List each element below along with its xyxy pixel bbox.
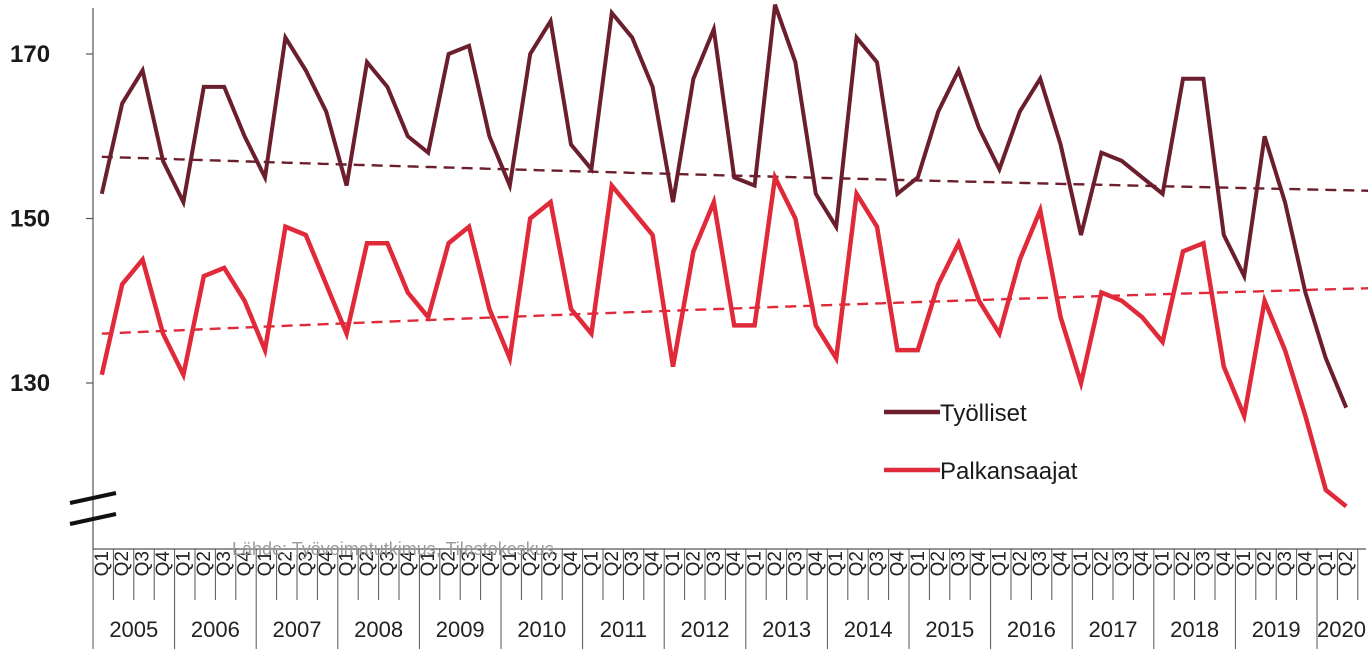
x-tick-label: Q3 <box>1112 551 1133 576</box>
trend-line <box>101 286 1368 335</box>
x-tick-label: Q2 <box>1255 551 1276 576</box>
x-tick-label: Q2 <box>357 551 378 576</box>
x-tick-label: Q1 <box>1071 551 1092 576</box>
x-tick-label: Q2 <box>847 551 868 576</box>
x-tick-label: Q1 <box>1153 551 1174 576</box>
year-label: 2009 <box>436 617 485 642</box>
year-label: 2017 <box>1089 617 1138 642</box>
x-tick-label: Q4 <box>479 551 500 577</box>
x-tick-label: Q4 <box>1295 551 1316 577</box>
x-tick-label: Q3 <box>949 551 970 576</box>
legend-label: Palkansaajat <box>940 458 1078 485</box>
series-lines <box>99 4 1349 509</box>
year-label: 2015 <box>925 617 974 642</box>
x-tick-label: Q3 <box>867 551 888 576</box>
y-tick-label: 130 <box>10 370 50 397</box>
x-tick-label: Q4 <box>316 551 337 577</box>
year-label: 2010 <box>517 617 566 642</box>
x-tick-label: Q3 <box>704 551 725 576</box>
y-tick-label: 150 <box>10 206 50 233</box>
year-label: 2007 <box>273 617 322 642</box>
x-tick-label: Q4 <box>806 551 827 577</box>
x-tick-label: Q3 <box>1030 551 1051 576</box>
year-label: 2016 <box>1007 617 1056 642</box>
x-tick-label: Q2 <box>765 551 786 576</box>
y-tick-label: 170 <box>10 41 50 68</box>
x-tick-label: Q2 <box>1173 551 1194 576</box>
x-tick-label: Q1 <box>826 551 847 576</box>
x-tick-label: Q3 <box>296 551 317 576</box>
x-tick-label: Q2 <box>439 551 460 576</box>
year-label: 2014 <box>844 617 893 642</box>
axis-break-marker <box>69 491 117 526</box>
year-label: 2020 <box>1317 617 1366 642</box>
year-label: 2018 <box>1170 617 1219 642</box>
x-tick-label: Q2 <box>1010 551 1031 576</box>
source-note: Lähde: Työvoimatutkimus, Tilastokeskus. <box>232 539 559 559</box>
x-tick-label: Q4 <box>1132 551 1153 577</box>
x-tick-label: Q3 <box>214 551 235 576</box>
legend-label: Työlliset <box>940 400 1027 427</box>
x-tick-label: Q3 <box>1275 551 1296 576</box>
x-tick-label: Q4 <box>887 551 908 577</box>
x-tick-label: Q3 <box>459 551 480 576</box>
x-tick-label: Q1 <box>745 551 766 576</box>
x-tick-label: Q1 <box>173 551 194 576</box>
x-tick-label: Q1 <box>581 551 602 576</box>
x-tick-label: Q4 <box>1214 551 1235 577</box>
year-label: 2019 <box>1252 617 1301 642</box>
x-tick-label: Q2 <box>275 551 296 576</box>
x-tick-label: Q1 <box>418 551 439 576</box>
trend-line <box>101 155 1368 192</box>
year-label: 2008 <box>354 617 403 642</box>
x-tick-label: Q3 <box>1193 551 1214 576</box>
year-label: 2012 <box>681 617 730 642</box>
x-tick-label: Q4 <box>724 551 745 577</box>
x-tick-label: Q1 <box>1316 551 1337 576</box>
x-tick-label: Q1 <box>663 551 684 576</box>
x-tick-label: Q4 <box>561 551 582 577</box>
x-tick-label: Q4 <box>1051 551 1072 577</box>
x-tick-label: Q1 <box>255 551 276 576</box>
x-tick-label: Q2 <box>1336 551 1357 576</box>
x-tick-label: Q2 <box>602 551 623 576</box>
x-tick-label: Q2 <box>194 551 215 576</box>
x-tick-label: Q1 <box>1234 551 1255 576</box>
x-tick-label: Q1 <box>908 551 929 576</box>
year-label: 2006 <box>191 617 240 642</box>
x-axis: Q1 Q2 Q3 Q4 Q1 Q2 Q3 Q4 Q1 Q2 Q3 Q4 Q1 Q2 Q3 Q4 Q1 Q2 Q3 Q4… <box>92 549 1366 649</box>
year-label: 2005 <box>109 617 158 642</box>
x-tick-label: Q2 <box>683 551 704 576</box>
x-tick-label: Q3 <box>377 551 398 576</box>
x-tick-label: Q3 <box>541 551 562 576</box>
series-line <box>99 169 1348 509</box>
x-tick-label: Q1 <box>337 551 358 576</box>
y-tick-labels: 130 150 170 <box>10 41 93 397</box>
series-line <box>99 4 1349 409</box>
legend: Työlliset Palkansaajat <box>884 400 1078 485</box>
x-tick-label: Q1 <box>92 551 113 576</box>
x-tick-label: Q3 <box>622 551 643 576</box>
x-tick-label: Q4 <box>969 551 990 577</box>
trend-lines <box>101 155 1368 335</box>
x-tick-label: Q4 <box>235 551 256 577</box>
x-tick-label: Q4 <box>398 551 419 577</box>
x-tick-label: Q4 <box>153 551 174 577</box>
x-tick-label: Q1 <box>500 551 521 576</box>
x-tick-label: Q3 <box>785 551 806 576</box>
x-tick-label: Q3 <box>133 551 154 576</box>
year-label: 2011 <box>600 617 647 642</box>
x-tick-label: Q4 <box>643 551 664 577</box>
x-tick-label: Q1 <box>989 551 1010 576</box>
x-tick-label: Q2 <box>112 551 133 576</box>
x-tick-label: Q2 <box>928 551 949 576</box>
x-tick-label: Q2 <box>1091 551 1112 576</box>
x-tick-label: Q2 <box>520 551 541 576</box>
year-label: 2013 <box>762 617 811 642</box>
